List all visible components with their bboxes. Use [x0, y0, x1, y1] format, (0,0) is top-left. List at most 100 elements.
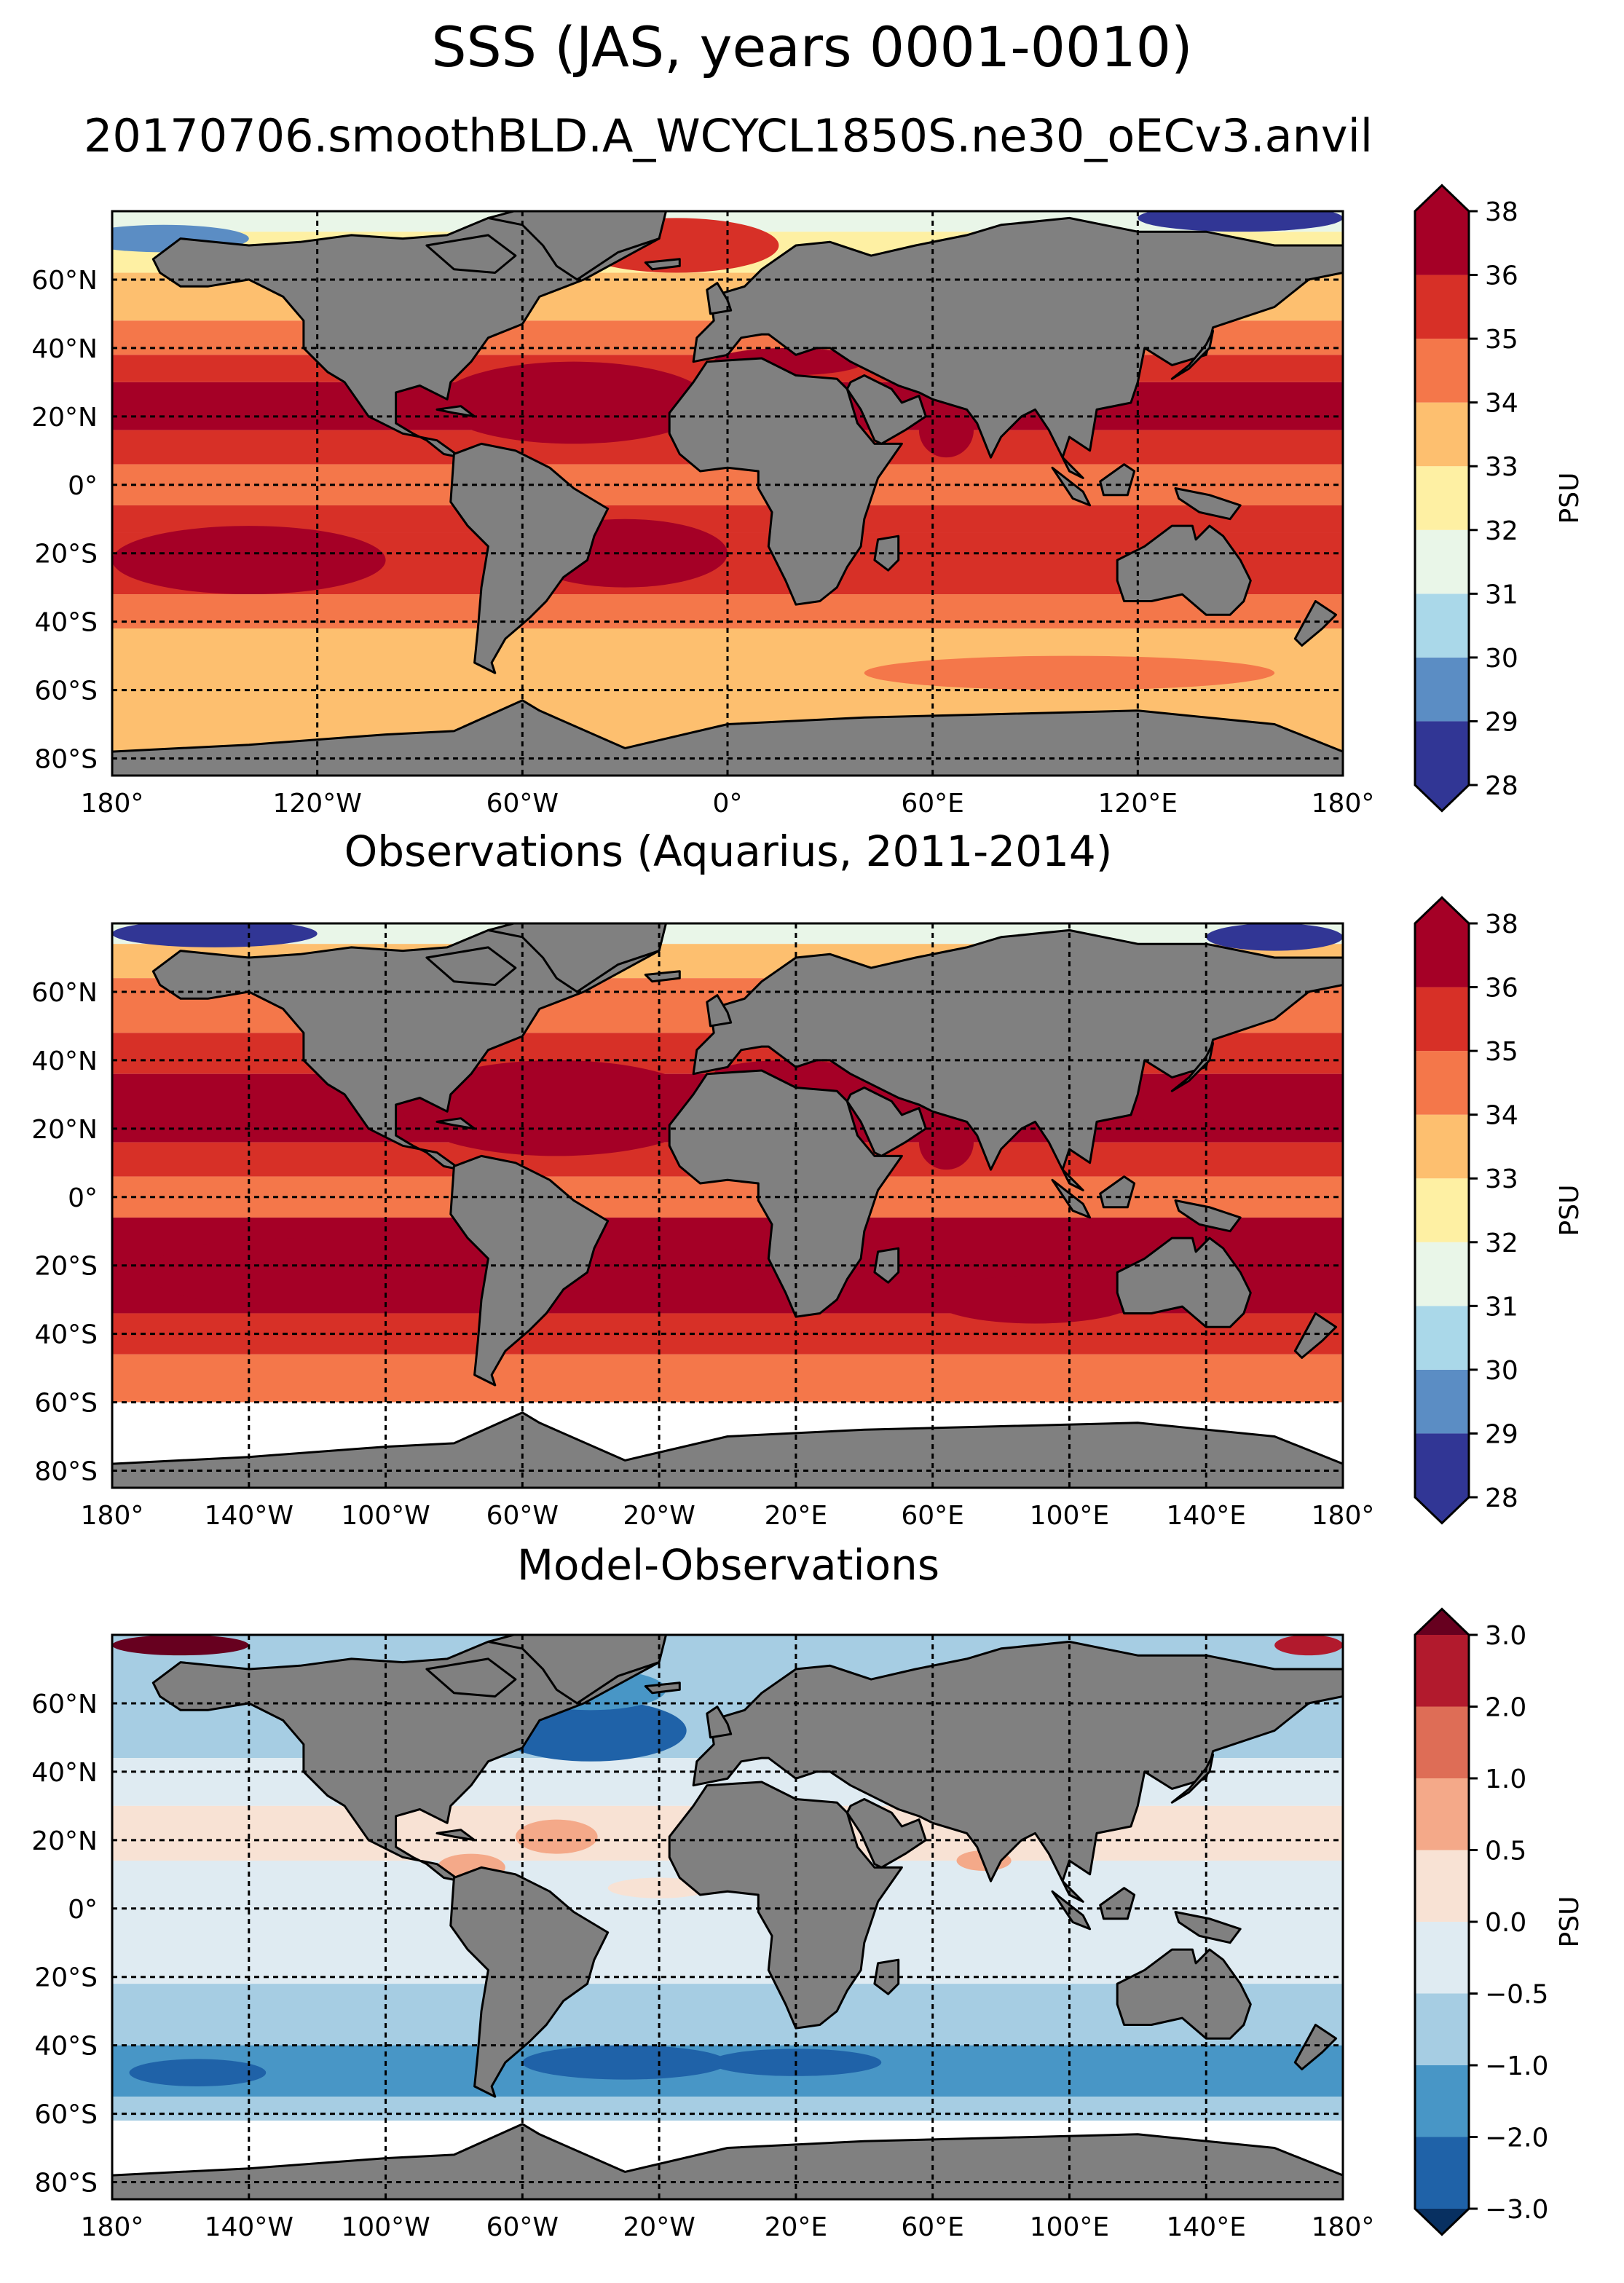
colorbar-segment — [1415, 1922, 1469, 1994]
colorbar-tick-label: 34 — [1485, 389, 1518, 419]
y-tick-label: 40°S — [34, 1320, 98, 1350]
x-tick-label: 60°E — [901, 789, 964, 819]
x-tick-label: 100°E — [1030, 2212, 1109, 2242]
colorbar-segment — [1415, 339, 1469, 403]
colorbar-tick-label: 0.0 — [1485, 1908, 1526, 1938]
x-tick-label: 140°E — [1166, 2212, 1245, 2242]
land-su — [1051, 1178, 1092, 1219]
colorbar-tick-label: −3.0 — [1485, 2195, 1548, 2225]
colorbar-segment — [1415, 1242, 1469, 1306]
land-uk — [706, 994, 733, 1028]
colorbar-tick-label: 30 — [1485, 1356, 1518, 1386]
land-eu — [692, 1640, 1343, 1903]
land-nz — [1293, 1312, 1338, 1359]
map-field-2 — [112, 923, 1343, 1488]
colorbar-segment — [1415, 1635, 1469, 1707]
land-na — [151, 923, 661, 1171]
land-ic — [644, 258, 681, 271]
colorbar-segment — [1415, 2137, 1469, 2209]
colorbar-segment — [1415, 1706, 1469, 1778]
field-anomaly — [112, 526, 386, 595]
y-tick-label: 20°S — [34, 540, 98, 569]
colorbar-segment — [1415, 1178, 1469, 1242]
colorbar-segment — [1415, 1778, 1469, 1850]
land-mad — [873, 535, 900, 572]
land-baffin — [425, 946, 517, 986]
y-tick-label: 0° — [68, 1895, 98, 1925]
y-tick-label: 60°S — [34, 677, 98, 706]
land-ng — [1174, 487, 1242, 521]
colorbar-tick-label: 29 — [1485, 1419, 1518, 1449]
x-tick-label: 180° — [1312, 1501, 1375, 1531]
field-band — [112, 2097, 1343, 2121]
map-frame — [111, 922, 1344, 1489]
colorbar-tick-label: 35 — [1485, 325, 1518, 355]
land-au — [1116, 1948, 1252, 2040]
land-baffin — [425, 1657, 517, 1698]
land-ant — [112, 699, 1343, 776]
colorbar-segment — [1415, 923, 1469, 987]
colorbar-tick-label: 29 — [1485, 707, 1518, 737]
x-tick-label: 60°W — [486, 789, 559, 819]
colorbar-tick-label: 36 — [1485, 261, 1518, 291]
x-tick-label: 100°W — [341, 1501, 430, 1531]
land-af — [668, 1781, 903, 2030]
land-na — [151, 211, 661, 459]
colorbar-tick-label: 33 — [1485, 452, 1518, 482]
colorbar-tick-label: 0.5 — [1485, 1837, 1526, 1866]
land-nz — [1293, 600, 1338, 647]
colorbar-segment — [1415, 1306, 1469, 1370]
figure-subtitle: 20170706.smoothBLD.A_WCYCL1850S.ne30_oEC… — [83, 109, 1373, 162]
x-tick-label: 60°W — [486, 2212, 559, 2242]
land-ic — [644, 1681, 681, 1695]
colorbar-tick-label: 38 — [1485, 197, 1518, 227]
x-tick-label: 60°E — [901, 2212, 964, 2242]
field-anomaly — [522, 2045, 728, 2080]
x-tick-label: 100°E — [1030, 1501, 1109, 1531]
y-tick-label: 20°N — [31, 1826, 98, 1856]
colorbar-tick-label: −1.0 — [1485, 2051, 1548, 2081]
land-arab — [845, 374, 927, 445]
y-tick-label: 20°N — [31, 403, 98, 433]
field-anomaly — [146, 1238, 420, 1307]
y-tick-label: 60°S — [34, 1389, 98, 1419]
field-anomaly — [556, 1238, 762, 1307]
colorbar-segment — [1415, 402, 1469, 467]
land-bo — [1099, 463, 1136, 497]
colorbar-3: 3.0 2.0 1.0 0.5 0.0 −0.5 −1.0 −2.0 −3.0 PSU — [1414, 1607, 1585, 2236]
map-field-3 — [112, 1635, 1343, 2199]
field-anomaly — [403, 1060, 711, 1156]
colorbar-segment — [1415, 2065, 1469, 2137]
colorbar-tick-label: −0.5 — [1485, 1980, 1548, 2010]
land-su — [1051, 1890, 1092, 1931]
y-tick-label: 40°N — [31, 1758, 98, 1788]
field-anomaly — [129, 2059, 267, 2086]
x-tick-label: 140°W — [205, 1501, 293, 1531]
land-mad — [873, 1958, 900, 1995]
map-panel-3: 180° 140°W 100°W 60°W 20°W 20°E 60°E 100°E 140°E… — [31, 1607, 1585, 2242]
colorbar-tick-label: 38 — [1485, 910, 1518, 939]
colorbar-tick-label: 28 — [1485, 771, 1518, 801]
colorbar-extend-bottom — [1415, 1497, 1469, 1523]
colorbar-tick-label: 2.0 — [1485, 1693, 1526, 1723]
x-tick-label: 0° — [713, 789, 743, 819]
land-sa — [449, 1866, 610, 2098]
land-sa — [449, 1154, 610, 1387]
colorbar-extend-bottom — [1415, 2209, 1469, 2235]
land-eu — [692, 216, 1343, 479]
x-tick-label: 20°E — [765, 2212, 828, 2242]
land-arab — [845, 1798, 927, 1869]
x-tick-label: 180° — [81, 1501, 144, 1531]
colorbar-segment — [1415, 1051, 1469, 1115]
field-anomaly — [1069, 2055, 1275, 2090]
x-tick-label: 140°E — [1166, 1501, 1245, 1531]
y-tick-label: 40°S — [34, 608, 98, 638]
colorbar-segment — [1415, 529, 1469, 594]
y-tick-label: 60°N — [31, 978, 98, 1008]
land-eu — [692, 928, 1343, 1191]
x-tick-label: 100°W — [341, 2212, 430, 2242]
land-jp — [1170, 1753, 1215, 1804]
y-tick-label: 40°S — [34, 2032, 98, 2062]
map-frame — [111, 210, 1344, 777]
field-anomaly — [1138, 211, 1343, 232]
